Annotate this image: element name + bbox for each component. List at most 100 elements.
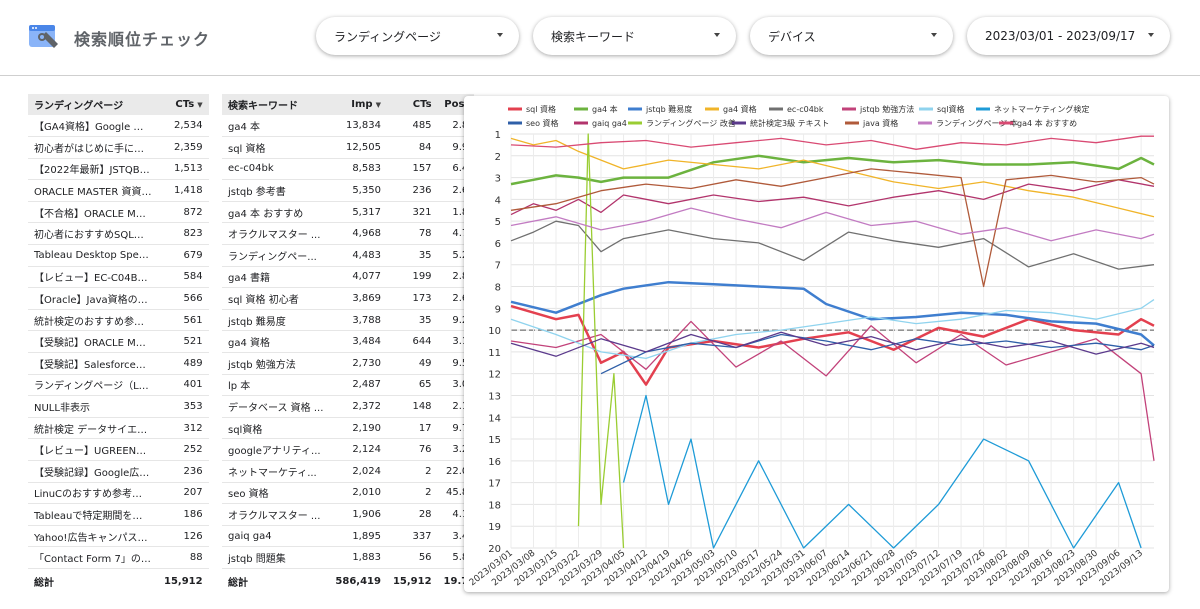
table-row[interactable]: ga4 本 13,834 485 2.8 xyxy=(222,115,475,138)
y-tick-label: 7 xyxy=(495,261,501,272)
table-row[interactable]: 初心者におすすめSQL資格の...823 xyxy=(28,222,209,246)
table-row[interactable]: Tableau Desktop Specialist...679 xyxy=(28,244,209,267)
table-row[interactable]: 【受験記録】Google広告認... 236 xyxy=(28,460,209,483)
table-cell: 4,483 xyxy=(329,244,387,267)
table-row[interactable]: ランディングページ（LP）... 401 xyxy=(28,374,209,397)
table-cell: 1,883 xyxy=(329,546,387,569)
legend-label: ランディングページ 本 xyxy=(936,118,1018,128)
table-cell: 【受験記】ORACLE MASTER... xyxy=(28,330,158,354)
y-tick-label: 16 xyxy=(488,457,501,468)
keyword-filter-label: 検索キーワード xyxy=(551,29,636,44)
device-filter[interactable]: デバイス xyxy=(750,17,953,55)
table-row[interactable]: sql 資格 初心者 3,869 173 2.6 xyxy=(222,287,475,310)
table-row[interactable]: NULL非表示 353 xyxy=(28,395,209,418)
table-row[interactable]: データベース 資格 ... 2,372 148 2.1 xyxy=(222,395,475,418)
y-tick-label: 18 xyxy=(488,500,501,511)
table-row[interactable]: ランディングペー... 4,483 35 5.2 xyxy=(222,244,475,267)
table-cell: 1,906 xyxy=(329,503,387,526)
y-tick-label: 15 xyxy=(488,435,501,446)
table-cell: 148 xyxy=(386,395,438,418)
table-cell: データベース 資格 ... xyxy=(222,395,330,418)
table-row[interactable]: sql資格 2,190 17 9.7 xyxy=(222,417,475,440)
table-row[interactable]: Yahoo!広告キャンパス（Ya... 126 xyxy=(28,525,209,548)
table-row[interactable]: sql 資格 12,505 84 9.9 xyxy=(222,136,475,159)
table-cell: 337 xyxy=(386,525,438,548)
table-cell: 3,484 xyxy=(329,330,387,354)
column-header-cts[interactable]: CTs ▼ xyxy=(158,94,209,115)
table-cell: 2,534 xyxy=(158,115,209,138)
table-row[interactable]: 【受験記】Salesforce認定メ...489 xyxy=(28,352,209,375)
table-row[interactable]: ga4 本 おすすめ 5,317 321 1.8 xyxy=(222,201,475,224)
legend-label: ネットマーケティング検定 xyxy=(994,104,1089,114)
table-row[interactable]: 【不合格】ORACLE MASTER...872 xyxy=(28,201,209,224)
table-row[interactable]: jstqb 問題集 1,883 56 5.8 xyxy=(222,546,475,569)
table-row[interactable]: 統計検定のおすすめ参考書... 561 xyxy=(28,309,209,332)
table-row[interactable]: 「Contact Form 7」の送信... 88 xyxy=(28,546,209,569)
series-line-13 xyxy=(510,207,1155,242)
table-cell: 566 xyxy=(158,287,209,310)
table-cell: 初心者におすすめSQL資格の... xyxy=(28,222,158,246)
table-row[interactable]: ネットマーケティ... 2,024 2 22.0 xyxy=(222,460,475,483)
keyword-filter[interactable]: 検索キーワード xyxy=(533,17,736,55)
legend-label: ec-c04bk xyxy=(787,105,824,114)
column-header-imp[interactable]: Imp ▼ xyxy=(329,94,387,115)
table-row[interactable]: ga4 書籍 4,077 199 2.8 xyxy=(222,266,475,289)
table-cell: 2,024 xyxy=(329,460,387,483)
y-tick-label: 10 xyxy=(488,326,501,337)
table-cell: jstqb 勉強方法 xyxy=(222,352,330,375)
table-cell: 【GA4資格】Google アナリ... xyxy=(28,115,158,138)
table-cell: ga4 資格 xyxy=(222,330,330,354)
table-cell: 5,350 xyxy=(329,179,387,202)
table-row[interactable]: jstqb 勉強方法 2,730 49 9.5 xyxy=(222,352,475,375)
table-cell: 2,190 xyxy=(329,417,387,440)
table-row[interactable]: gaiq ga4 1,895 337 3.4 xyxy=(222,525,475,548)
table-row[interactable]: 【レビュー】UGREENモバ... 252 xyxy=(28,438,209,461)
legend-label: 統計検定3級 テキスト xyxy=(750,118,829,128)
table-cell: sql 資格 xyxy=(222,136,330,159)
table-cell: ネットマーケティ... xyxy=(222,460,330,483)
table-row[interactable]: オラクルマスター ... 4,968 78 4.7 xyxy=(222,222,475,246)
table-row[interactable]: 【レビュー】EC-C04BK エ... 584 xyxy=(28,266,209,289)
table-row[interactable]: ORACLE MASTER 資資格体... 1,418 xyxy=(28,179,209,202)
table-cell: LinuCのおすすめ参考書と問... xyxy=(28,482,158,505)
table-row[interactable]: jstqb 参考書 5,350 236 2.6 xyxy=(222,179,475,202)
table-cell: lp 本 xyxy=(222,374,330,397)
series-line-4 xyxy=(510,220,1155,270)
table-row[interactable]: Tableauで特定期間を表示・...186 xyxy=(28,503,209,526)
landing-page-filter[interactable]: ランディングページ xyxy=(316,17,519,55)
table-cell: 17 xyxy=(386,417,438,440)
table-cell: 65 xyxy=(386,374,438,397)
table-row[interactable]: 【GA4資格】Google アナリ...2,534 xyxy=(28,115,209,138)
legend-label: ga4 資格 xyxy=(723,104,757,114)
table-cell: 1,895 xyxy=(329,525,387,548)
table-row[interactable]: 【2022年最新】JSTQBの難... 1,513 xyxy=(28,158,209,181)
table-row[interactable]: 統計検定 データサイエンス... 312 xyxy=(28,417,209,440)
legend-label: seo 資格 xyxy=(526,118,559,128)
series-line-12 xyxy=(510,168,1155,288)
table-cell: ga4 書籍 xyxy=(222,266,330,289)
column-header-landing-page[interactable]: ランディングページ xyxy=(28,94,158,115)
table-row[interactable]: オラクルマスター ... 1,906 28 4.1 xyxy=(222,503,475,526)
table-row[interactable]: ec-c04bk 8,583 157 6.4 xyxy=(222,158,475,181)
total-row: 総計 15,912 xyxy=(28,568,209,594)
total-cell: 15,912 xyxy=(164,576,203,588)
column-header-cts[interactable]: CTs xyxy=(386,94,438,115)
series-line-3 xyxy=(510,137,1155,218)
table-cell: 3,788 xyxy=(329,309,387,332)
table-row[interactable]: LinuCのおすすめ参考書と問... 207 xyxy=(28,482,209,505)
table-row[interactable]: jstqb 難易度 3,788 35 9.2 xyxy=(222,309,475,332)
table-cell: 823 xyxy=(158,222,209,246)
table-row[interactable]: seo 資格 2,010 2 45.8 xyxy=(222,482,475,505)
date-range-filter[interactable]: 2023/03/01 - 2023/09/17 xyxy=(967,17,1170,55)
table-row[interactable]: 【受験記】ORACLE MASTER...521 xyxy=(28,330,209,354)
table-row[interactable]: ga4 資格 3,484 644 3.1 xyxy=(222,330,475,354)
table-cell: 173 xyxy=(386,287,438,310)
column-header-keyword[interactable]: 検索キーワード xyxy=(222,94,330,115)
table-cell: ga4 本 xyxy=(222,115,330,138)
table-cell: 1,418 xyxy=(158,179,209,202)
table-row[interactable]: googleアナリティ... 2,124 76 3.2 xyxy=(222,438,475,461)
table-cell: 2,124 xyxy=(329,438,387,461)
table-row[interactable]: 【Oracle】Java資格のおす... 566 xyxy=(28,287,209,310)
table-row[interactable]: 初心者がはじめに手に取る... 2,359 xyxy=(28,136,209,159)
table-row[interactable]: lp 本 2,487 65 3.0 xyxy=(222,374,475,397)
